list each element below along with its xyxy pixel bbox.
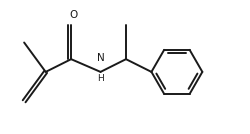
Text: N: N xyxy=(97,53,104,63)
Text: O: O xyxy=(69,10,77,20)
Text: H: H xyxy=(97,74,104,83)
